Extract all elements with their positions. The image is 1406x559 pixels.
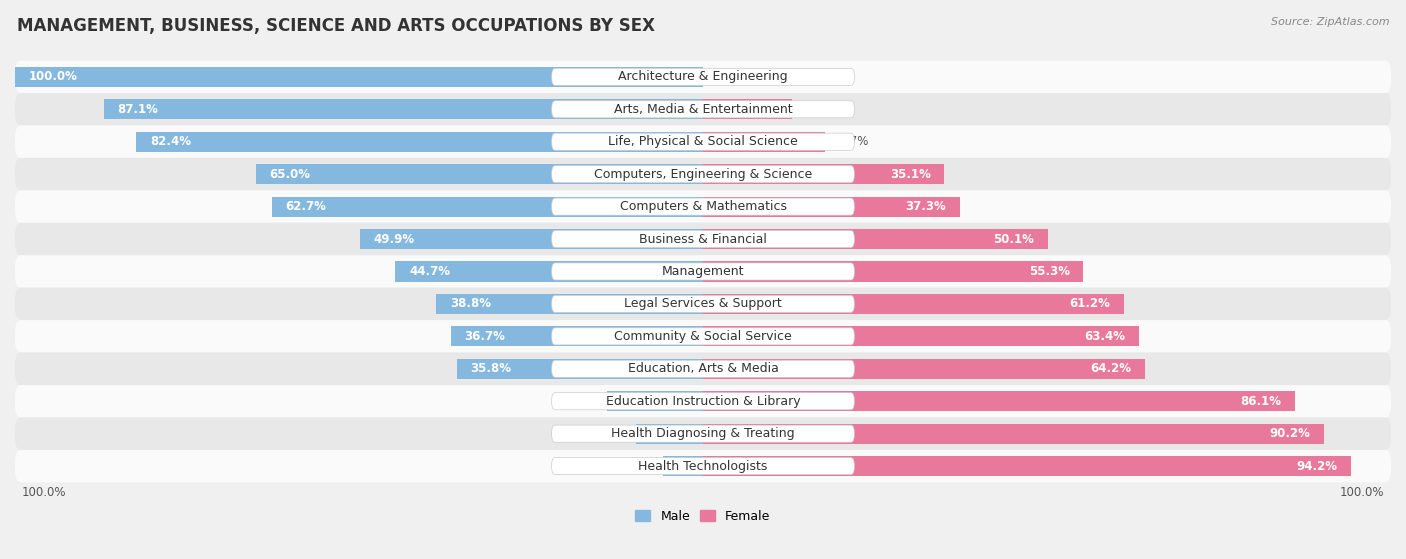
Bar: [703, 391, 1295, 411]
Bar: [703, 424, 1323, 444]
Text: 61.2%: 61.2%: [1070, 297, 1111, 310]
Text: Computers, Engineering & Science: Computers, Engineering & Science: [593, 168, 813, 181]
Bar: [395, 262, 703, 282]
Bar: [703, 359, 1144, 379]
Text: 9.8%: 9.8%: [599, 427, 628, 440]
Legend: Male, Female: Male, Female: [630, 505, 776, 528]
Text: 35.1%: 35.1%: [890, 168, 931, 181]
Text: 100.0%: 100.0%: [22, 486, 66, 499]
Text: 37.3%: 37.3%: [905, 200, 946, 213]
FancyBboxPatch shape: [551, 101, 855, 118]
Text: 36.7%: 36.7%: [464, 330, 505, 343]
Text: Life, Physical & Social Science: Life, Physical & Social Science: [609, 135, 797, 148]
Text: 100.0%: 100.0%: [1340, 486, 1384, 499]
Text: 5.8%: 5.8%: [627, 459, 657, 472]
Text: 62.7%: 62.7%: [285, 200, 326, 213]
FancyBboxPatch shape: [15, 93, 1391, 126]
Bar: [436, 294, 703, 314]
FancyBboxPatch shape: [551, 328, 855, 345]
Bar: [703, 164, 945, 184]
FancyBboxPatch shape: [551, 198, 855, 215]
Text: 87.1%: 87.1%: [118, 103, 159, 116]
Text: Management: Management: [662, 265, 744, 278]
FancyBboxPatch shape: [551, 68, 855, 86]
Bar: [271, 197, 703, 217]
Bar: [703, 262, 1084, 282]
Text: Arts, Media & Entertainment: Arts, Media & Entertainment: [613, 103, 793, 116]
Text: MANAGEMENT, BUSINESS, SCIENCE AND ARTS OCCUPATIONS BY SEX: MANAGEMENT, BUSINESS, SCIENCE AND ARTS O…: [17, 17, 655, 35]
Bar: [457, 359, 703, 379]
Text: 38.8%: 38.8%: [450, 297, 491, 310]
Text: 100.0%: 100.0%: [28, 70, 77, 83]
Text: 17.7%: 17.7%: [832, 135, 869, 148]
FancyBboxPatch shape: [15, 158, 1391, 191]
FancyBboxPatch shape: [15, 320, 1391, 353]
Bar: [15, 67, 703, 87]
Text: 63.4%: 63.4%: [1084, 330, 1125, 343]
Text: 35.8%: 35.8%: [471, 362, 512, 375]
Bar: [104, 99, 703, 119]
FancyBboxPatch shape: [551, 360, 855, 377]
Bar: [703, 197, 960, 217]
Text: 49.9%: 49.9%: [374, 233, 415, 245]
Text: 82.4%: 82.4%: [150, 135, 191, 148]
Text: Architecture & Engineering: Architecture & Engineering: [619, 70, 787, 83]
FancyBboxPatch shape: [551, 458, 855, 475]
FancyBboxPatch shape: [15, 191, 1391, 223]
Bar: [703, 294, 1123, 314]
Bar: [360, 229, 703, 249]
Text: 64.2%: 64.2%: [1090, 362, 1130, 375]
Text: Education Instruction & Library: Education Instruction & Library: [606, 395, 800, 408]
Text: 12.9%: 12.9%: [799, 103, 837, 116]
FancyBboxPatch shape: [15, 353, 1391, 385]
FancyBboxPatch shape: [551, 133, 855, 150]
Text: 90.2%: 90.2%: [1270, 427, 1310, 440]
FancyBboxPatch shape: [15, 60, 1391, 93]
Text: Source: ZipAtlas.com: Source: ZipAtlas.com: [1271, 17, 1389, 27]
Bar: [636, 424, 703, 444]
Text: 44.7%: 44.7%: [409, 265, 450, 278]
FancyBboxPatch shape: [15, 223, 1391, 255]
Bar: [703, 326, 1139, 347]
FancyBboxPatch shape: [551, 425, 855, 442]
Text: Education, Arts & Media: Education, Arts & Media: [627, 362, 779, 375]
FancyBboxPatch shape: [15, 255, 1391, 288]
Text: 13.9%: 13.9%: [564, 395, 600, 408]
Text: 55.3%: 55.3%: [1029, 265, 1070, 278]
FancyBboxPatch shape: [551, 263, 855, 280]
FancyBboxPatch shape: [551, 165, 855, 183]
Bar: [703, 132, 825, 152]
FancyBboxPatch shape: [551, 230, 855, 248]
FancyBboxPatch shape: [15, 288, 1391, 320]
Text: Legal Services & Support: Legal Services & Support: [624, 297, 782, 310]
Text: Computers & Mathematics: Computers & Mathematics: [620, 200, 786, 213]
FancyBboxPatch shape: [551, 295, 855, 312]
Bar: [703, 456, 1351, 476]
Text: 94.2%: 94.2%: [1296, 459, 1337, 472]
FancyBboxPatch shape: [15, 385, 1391, 418]
Text: 50.1%: 50.1%: [993, 233, 1033, 245]
Text: Health Technologists: Health Technologists: [638, 459, 768, 472]
Bar: [703, 99, 792, 119]
FancyBboxPatch shape: [15, 418, 1391, 450]
Text: Community & Social Service: Community & Social Service: [614, 330, 792, 343]
Bar: [450, 326, 703, 347]
FancyBboxPatch shape: [15, 126, 1391, 158]
Bar: [703, 229, 1047, 249]
Bar: [136, 132, 703, 152]
Text: 86.1%: 86.1%: [1240, 395, 1282, 408]
Text: 65.0%: 65.0%: [270, 168, 311, 181]
Text: Health Diagnosing & Treating: Health Diagnosing & Treating: [612, 427, 794, 440]
Bar: [607, 391, 703, 411]
FancyBboxPatch shape: [551, 392, 855, 410]
Text: Business & Financial: Business & Financial: [640, 233, 766, 245]
FancyBboxPatch shape: [15, 450, 1391, 482]
Bar: [256, 164, 703, 184]
Bar: [664, 456, 703, 476]
